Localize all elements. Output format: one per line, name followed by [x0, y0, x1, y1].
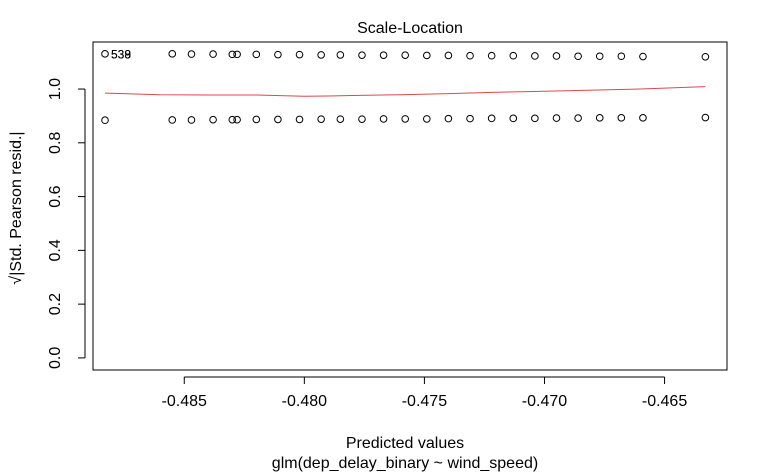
x-tick-label: -0.465 — [642, 393, 687, 410]
upper-point — [274, 50, 282, 59]
chart-title: Scale-Location — [357, 20, 463, 37]
smooth-line-group — [104, 86, 706, 97]
upper-point — [233, 50, 241, 59]
upper-point — [617, 52, 626, 61]
upper-point — [444, 51, 453, 60]
upper-point — [595, 52, 604, 61]
x-tick-label: -0.470 — [522, 393, 567, 410]
lower-point — [336, 115, 345, 123]
lower-point — [101, 116, 109, 125]
upper-point — [531, 52, 539, 60]
y-tick-label: 0.2 — [47, 293, 64, 315]
lower-point — [228, 115, 237, 124]
lower-point — [358, 115, 366, 123]
point-label: 538 — [111, 47, 131, 61]
upper-point — [639, 52, 647, 61]
lower-point — [274, 115, 282, 124]
upper-point — [209, 50, 217, 58]
lower-point — [423, 115, 431, 123]
plot-frame — [92, 41, 728, 371]
lower-point — [379, 115, 388, 123]
upper-point — [317, 51, 325, 59]
upper-point — [552, 52, 561, 60]
x-tick-label: -0.480 — [282, 393, 327, 410]
point-label: 539 — [111, 47, 131, 61]
lower-point — [187, 116, 196, 124]
chart-subtitle: glm(dep_delay_binary ~ wind_speed) — [272, 455, 538, 472]
x-axis: -0.485 -0.480 -0.475 -0.470 -0.465 — [162, 376, 687, 410]
upper-point — [574, 52, 582, 61]
x-tick-label: -0.475 — [402, 393, 447, 410]
lower-point — [295, 115, 304, 124]
upper-point — [168, 50, 177, 58]
y-tick-label: 1.0 — [47, 78, 64, 100]
upper-point — [466, 51, 474, 60]
lower-point — [168, 116, 177, 124]
upper-point — [379, 51, 388, 59]
upper-point — [401, 51, 409, 59]
upper-point — [295, 50, 304, 59]
x-axis-label: Predicted values — [346, 435, 464, 452]
lower-point — [466, 114, 474, 123]
upper-point — [187, 50, 196, 58]
y-axis-label: √|Std. Pearson resid.| — [8, 131, 25, 284]
lower-point — [531, 114, 539, 123]
lower-point — [233, 115, 241, 124]
y-tick-label: 0.4 — [47, 239, 64, 261]
y-tick-label: 0.8 — [47, 132, 64, 154]
lower-point — [317, 115, 325, 123]
lower-point — [444, 114, 453, 123]
upper-point — [101, 50, 109, 58]
lower-point — [639, 114, 647, 122]
upper-point — [358, 51, 366, 59]
y-axis: 0.0 0.2 0.4 0.6 0.8 1.0 — [47, 78, 86, 369]
lower-point — [574, 114, 582, 122]
y-tick-label: 0.0 — [47, 347, 64, 369]
upper-point — [252, 50, 261, 59]
lower-point — [401, 115, 409, 123]
lower-point — [595, 114, 604, 122]
upper-point — [509, 51, 518, 60]
lower-point — [509, 114, 518, 123]
y-tick-label: 0.6 — [47, 185, 64, 207]
lower-point — [617, 114, 626, 122]
upper-point — [336, 51, 345, 59]
lower-point — [209, 115, 217, 124]
upper-point — [487, 51, 496, 60]
lower-point — [487, 114, 496, 123]
upper-point — [701, 52, 710, 61]
upper-point — [228, 50, 237, 59]
x-tick-label: -0.485 — [162, 393, 207, 410]
lower-point — [552, 114, 561, 122]
smooth-line — [104, 86, 706, 97]
lower-point — [701, 113, 710, 122]
upper-point — [423, 51, 431, 60]
residual-points — [101, 50, 710, 125]
lower-point — [252, 115, 261, 124]
